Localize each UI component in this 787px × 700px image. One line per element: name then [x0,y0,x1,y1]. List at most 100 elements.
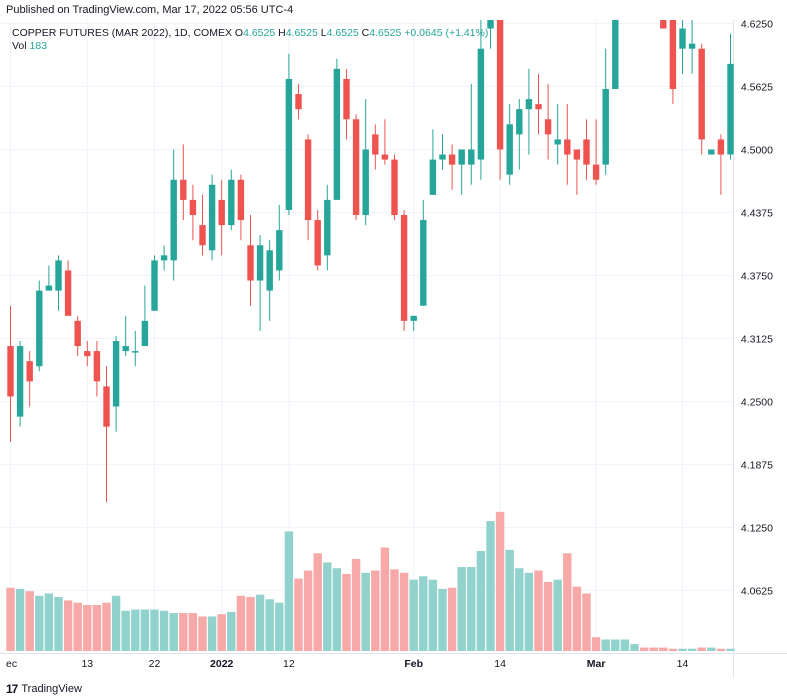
chart-grid [0,20,787,678]
candle-body [112,341,120,407]
price-tick-label: 4.6250 [741,20,773,31]
volume-bar [92,605,102,651]
volume-bar [198,616,207,651]
candlestick-chart[interactable]: 4.6525 5.06255.00004.93754.87504.81254.7… [0,20,787,678]
volume-bar [620,639,630,651]
volume-bar [140,609,150,651]
candle-body [45,285,53,291]
candle-body [410,315,417,321]
volume-bar [697,647,706,651]
candle-body [218,199,225,226]
volume-bar [121,610,130,651]
volume-bar [227,611,236,651]
volume-bar [630,644,639,651]
volume-bar [563,553,572,651]
volume-bar [236,595,246,651]
candle-body [372,134,379,155]
candle-body [487,20,494,29]
open-value: 4.6525 [243,27,276,39]
volume-bar [467,567,476,651]
volume-bar [649,647,658,651]
time-axis[interactable]: ec 13 22 2022 12 Feb 14 Mar 14 [6,658,688,670]
close-value: 4.6525 [369,27,402,39]
low-value: 4.6525 [326,27,359,39]
low-label: L [320,27,327,39]
candle-body [573,149,581,160]
tradingview-logo-icon: 17 [6,682,18,696]
published-caption: Published on TradingView.com, Mar 17, 20… [6,4,294,16]
open-label: O [234,27,244,39]
volume-bar [399,572,409,651]
candle-body [448,154,456,165]
time-tick-label: 14 [494,658,506,670]
volume-legend: Vol 183 [12,40,47,52]
volume-bar [534,570,543,651]
candle-body [583,139,590,165]
time-tick-label: Feb [404,658,423,670]
volume-bar [428,579,438,651]
candle-body [64,270,72,316]
time-tick-label: 2022 [210,658,234,670]
candle-body [717,139,725,155]
volume-bar [73,602,82,651]
candle-body [535,104,542,110]
candle-body [26,361,33,382]
volume-bar [63,600,73,651]
volume-bar [35,595,44,651]
candle-body [7,346,14,397]
candle-body [228,179,235,226]
footer: 17 TradingView [6,682,82,696]
volume-bar [313,553,322,651]
time-tick-label: 22 [149,658,161,670]
candle-body [400,215,408,321]
candle-body [36,290,43,367]
volume-bar [486,521,495,651]
volume-bar [6,587,15,651]
volume-bar [505,549,514,651]
candle-body [458,149,465,165]
high-label: H [278,27,286,39]
volume-bar [572,586,582,651]
candle-body [237,179,245,221]
candle-body [199,225,206,246]
volume-bar [102,602,111,651]
candle-body [93,351,101,382]
volume-bar [111,595,121,651]
candle-body [304,139,312,221]
time-tick-label: Mar [587,658,606,670]
volume-bar [25,591,34,651]
price-tick-label: 4.1250 [741,523,773,535]
time-tick-label: ec [6,658,17,670]
volume-bar [246,596,255,651]
candle-body [477,48,485,160]
candle-body [669,20,677,90]
volume-bar [668,648,678,651]
candle-body [439,154,446,160]
volume-bar [303,570,313,651]
candle-body [343,78,350,120]
price-tick-label: 4.5625 [741,82,773,94]
change-value: +0.0645 (+1.41%) [404,27,489,39]
candle-body [324,199,331,256]
volume-bar [601,639,610,651]
price-tick-label: 4.3125 [741,334,773,346]
candle-body [688,43,696,49]
brand-name[interactable]: TradingView [21,683,82,695]
volume-bars [6,511,735,651]
price-axis[interactable]: 5.06255.00004.93754.87504.81254.75004.68… [741,20,773,598]
candle-body [602,89,609,165]
candle-body [16,346,24,417]
volume-bar [380,547,390,651]
volume-bar [217,614,226,651]
candle-body [132,351,139,353]
symbol-title: COPPER FUTURES (MAR 2022), 1D, COMEX [12,27,232,39]
time-tick-label: 12 [283,658,295,670]
volume-bar [553,579,562,651]
candle-body [468,149,475,165]
volume-bar [332,568,342,651]
volume-bar [495,511,505,651]
volume-bar [659,647,668,651]
price-candles [7,20,734,503]
volume-bar [716,648,726,651]
candle-body [276,230,283,271]
